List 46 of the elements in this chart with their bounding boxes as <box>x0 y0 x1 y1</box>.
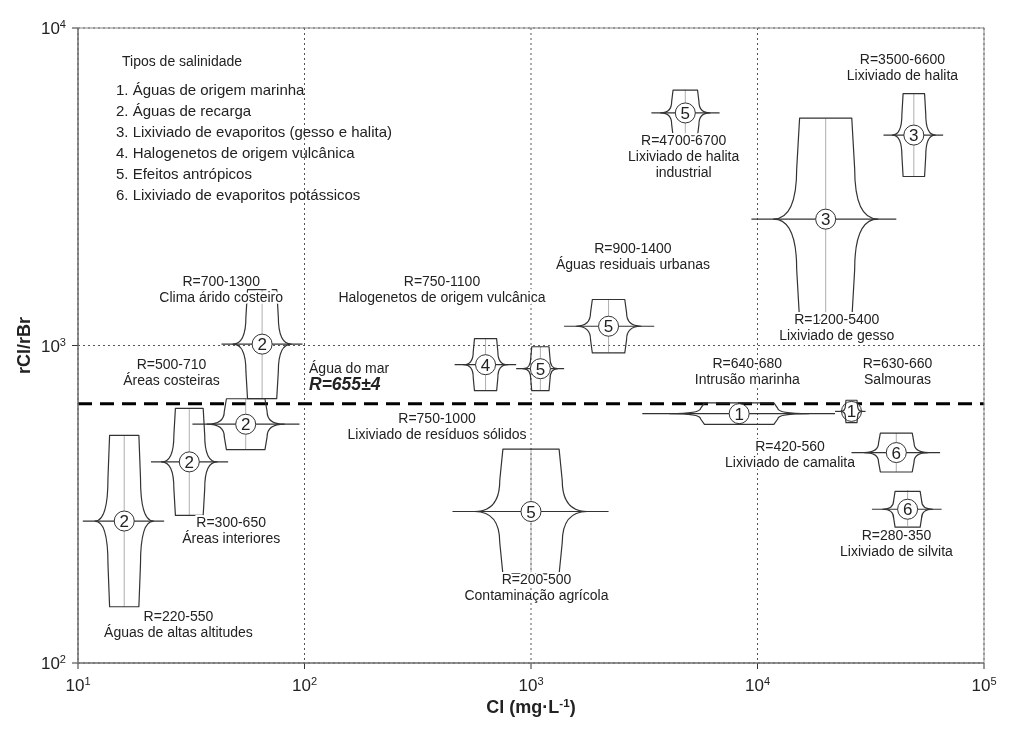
annotation: R=750-1000 Lixiviado de resíduos sólidos <box>347 410 527 443</box>
annotation: 3 <box>909 125 919 145</box>
y-tick-label: 10$^{2}$ <box>40 653 66 673</box>
annotation: Tipos de salinidade <box>122 53 243 69</box>
annotation: 2 <box>184 452 195 472</box>
annotation: R=220-550 Águas de altas altitudes <box>104 607 253 640</box>
annotation: R=500-710 Áreas costeiras <box>123 356 220 389</box>
y-tick-label: 10$^{4}$ <box>40 18 66 38</box>
y-tick-label: 10$^{3}$ <box>40 335 66 356</box>
annotation: R=750-1100 Halogenetos de origem vulcânica <box>338 273 546 306</box>
annotation: 5 <box>526 502 536 522</box>
x-tick-label: 10$^{1}$ <box>65 675 91 695</box>
x-tick-label: 10$^{3}$ <box>518 675 544 695</box>
annotation: 1 <box>734 404 744 424</box>
x-tick-label: 10$^{4}$ <box>744 675 771 695</box>
annotation: 4. Halogenetos de origem vulcânica <box>116 144 356 161</box>
annotation: R=3500-6600 Lixiviado de halita <box>846 51 959 84</box>
annotation: 4 <box>480 355 491 375</box>
x-tick-label: 10$^{5}$ <box>971 675 997 695</box>
annotation: 6 <box>902 499 913 519</box>
annotation: 5 <box>680 103 691 123</box>
annotation: 2 <box>257 334 267 354</box>
annotation: 6 <box>891 443 902 463</box>
annotation: 5. Efeitos antrópicos <box>116 165 252 182</box>
annotation: R=4700-6700 Lixiviado de halita industrial <box>628 132 740 181</box>
annotation: 6. Lixiviado de evaporitos potássicos <box>116 186 361 203</box>
annotation: R=900-1400 Águas residuais urbanas <box>555 239 710 272</box>
annotation: R=300-650 Áreas interiores <box>182 513 281 546</box>
annotation: R=640-680 Intrusão marinha <box>694 355 801 388</box>
annotation: 5 <box>535 359 546 379</box>
annotation: R=200-500 Contaminação agrícola <box>464 571 609 604</box>
annotation: R=420-560 Lixiviado de camalita <box>725 437 856 471</box>
annotation: R=280-350 Lixiviado de silvita <box>840 526 954 559</box>
annotation: 1 <box>846 401 857 421</box>
ref-line-label: Água do mar R=655±4 <box>309 359 390 394</box>
annotation: 1. Águas de origem marinha <box>116 81 306 98</box>
annotation: 2 <box>119 511 129 531</box>
annotation: 2 <box>240 414 251 434</box>
x-axis-title: Cl (mg·L$^{-1}$) <box>486 695 576 717</box>
annotation: 5 <box>603 316 614 336</box>
annotation: 3 <box>820 209 831 229</box>
annotation: 2. Águas de recarga <box>116 102 252 119</box>
x-tick-label: 10$^{2}$ <box>291 675 318 695</box>
y-axis-title: rCl/rBr <box>14 316 34 375</box>
annotation: 3. Lixiviado de evaporitos (gesso e halita) <box>116 123 392 140</box>
annotation: R=630-660 Salmouras <box>862 355 933 388</box>
